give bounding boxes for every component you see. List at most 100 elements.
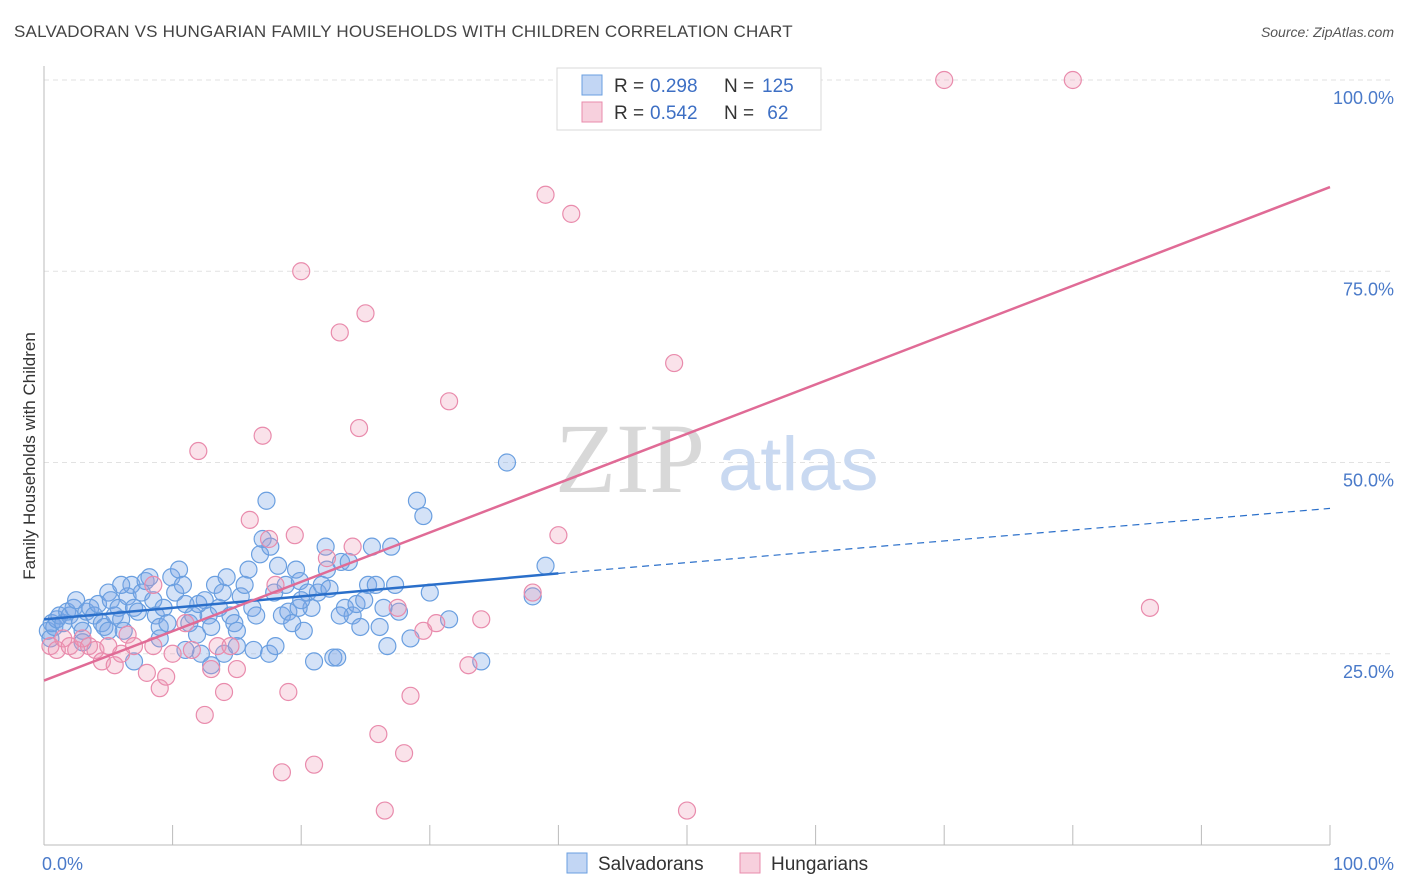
point-salvadorans-55 (227, 621, 246, 640)
legend-n-label-1: N = (724, 103, 754, 124)
point-hungarians-55 (562, 204, 581, 223)
point-salvadorans-63 (257, 491, 276, 510)
point-salvadorans-62 (253, 529, 272, 549)
legend-swatch-hungarians (581, 101, 603, 123)
point-salvadorans-23 (112, 610, 131, 629)
trend-lines (43, 185, 1331, 682)
point-salvadorans-1 (41, 629, 60, 648)
point-salvadorans-82 (328, 648, 347, 667)
series-legend-label-salvadorans: Salvadorans (598, 854, 704, 875)
point-hungarians-25 (214, 682, 234, 702)
point-salvadorans-61 (250, 545, 270, 564)
legend-n-label-0: N = (724, 76, 754, 97)
point-salvadorans-76 (304, 652, 324, 671)
trend-line-hungarians (43, 185, 1331, 682)
point-hungarians-60 (1140, 598, 1160, 617)
point-salvadorans-106 (523, 587, 542, 606)
series-hungarians (41, 70, 1160, 820)
trend-line-salvadorans (43, 572, 559, 621)
watermark-atlas: atlas (718, 422, 879, 507)
point-hungarians-33 (279, 682, 298, 702)
point-hungarians-16 (150, 679, 169, 698)
point-salvadorans-58 (239, 560, 258, 579)
point-salvadorans-115 (99, 621, 118, 640)
point-salvadorans-64 (261, 537, 280, 556)
point-hungarians-10 (105, 656, 124, 675)
point-hungarians-37 (317, 549, 337, 568)
point-salvadorans-121 (330, 606, 349, 625)
point-hungarians-52 (523, 583, 542, 602)
point-hungarians-59 (1063, 70, 1082, 90)
point-salvadorans-97 (385, 575, 405, 595)
point-hungarians-61 (144, 575, 163, 595)
point-salvadorans-45 (191, 644, 210, 663)
series-legend-label-hungarians: Hungarians (771, 854, 868, 875)
point-hungarians-38 (330, 323, 349, 342)
point-hungarians-22 (195, 705, 214, 725)
point-hungarians-24 (208, 636, 227, 656)
point-salvadorans-36 (158, 614, 177, 633)
point-salvadorans-124 (266, 636, 285, 656)
x-tick-label-left: 0.0% (42, 854, 83, 874)
point-salvadorans-110 (202, 656, 221, 675)
point-hungarians-12 (118, 625, 137, 644)
point-salvadorans-73 (294, 621, 313, 640)
point-salvadorans-52 (217, 568, 236, 587)
stats-legend-box (556, 67, 822, 131)
point-hungarians-45 (394, 744, 414, 763)
point-hungarians-29 (253, 426, 272, 445)
legend-n-value-1: 62 (762, 103, 788, 124)
point-salvadorans-123 (112, 575, 131, 595)
watermark-zip: ZIP (555, 403, 705, 514)
point-salvadorans-95 (378, 636, 397, 656)
legend-n-value-0: 125 (762, 76, 794, 97)
point-hungarians-39 (343, 537, 362, 556)
series-legend-swatch-hungarians (739, 852, 761, 874)
point-salvadorans-94 (374, 598, 393, 617)
point-salvadorans-93 (370, 617, 389, 637)
legend-swatch-salvadorans (581, 74, 603, 96)
point-hungarians-23 (202, 659, 221, 679)
legend-r-value-1: 0.542 (650, 103, 698, 124)
stats-legend: R = 0.298 N = 125 R = 0.542 N = 62 (556, 67, 822, 131)
point-hungarians-32 (272, 763, 292, 782)
point-salvadorans-48 (202, 617, 221, 637)
point-hungarians-58 (935, 70, 954, 90)
x-tick-label-right: 100.0% (1333, 854, 1394, 874)
point-hungarians-40 (349, 418, 369, 438)
point-hungarians-53 (536, 185, 555, 204)
point-salvadorans-40 (173, 575, 192, 595)
point-salvadorans-88 (351, 617, 370, 637)
point-salvadorans-57 (235, 575, 254, 595)
point-salvadorans-51 (213, 583, 232, 602)
point-hungarians-14 (137, 663, 156, 682)
legend-r-value-0: 0.298 (650, 76, 698, 97)
point-hungarians-17 (157, 667, 176, 686)
point-hungarians-44 (388, 598, 407, 617)
point-salvadorans-79 (316, 537, 335, 556)
point-hungarians-18 (163, 644, 182, 663)
point-hungarians-28 (240, 510, 259, 529)
point-salvadorans-89 (355, 591, 374, 610)
series-legend: Salvadorans Hungarians (566, 852, 868, 875)
point-salvadorans-105 (497, 453, 517, 472)
point-hungarians-46 (401, 686, 420, 705)
point-hungarians-20 (182, 640, 201, 660)
y-tick-label-0: 25.0% (1343, 662, 1394, 682)
point-salvadorans-60 (247, 606, 266, 625)
point-hungarians-51 (472, 610, 491, 629)
point-salvadorans-100 (407, 491, 427, 510)
legend-r-label-1: R = (614, 103, 644, 124)
point-salvadorans-119 (292, 591, 311, 610)
point-salvadorans-39 (169, 560, 189, 579)
y-tick-label-3: 100.0% (1333, 88, 1394, 108)
point-salvadorans-25 (118, 587, 137, 606)
point-hungarians-54 (549, 526, 568, 545)
point-salvadorans-38 (166, 583, 185, 602)
y-tick-labels: 25.0% 50.0% 75.0% 100.0% (1333, 88, 1394, 682)
point-hungarians-42 (369, 724, 388, 744)
point-hungarians-26 (221, 636, 240, 656)
point-hungarians-21 (189, 441, 208, 461)
point-hungarians-43 (375, 801, 394, 820)
